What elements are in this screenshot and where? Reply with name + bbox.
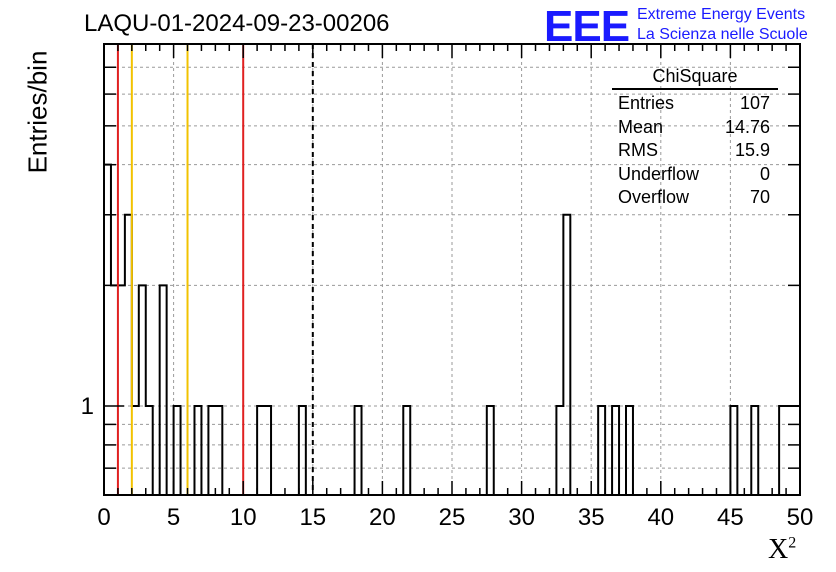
logo-line-1: Extreme Energy Events: [637, 6, 806, 23]
eee-logo-text: Extreme Energy Events La Scienza nelle S…: [637, 5, 808, 45]
stats-value: 70: [749, 187, 770, 207]
y-axis-label: Entries/bin: [22, 50, 53, 174]
x-axis-label: X2: [768, 534, 796, 566]
x-tick-label: 20: [369, 504, 396, 531]
stats-row-rms: RMS 15.9: [612, 139, 778, 163]
stats-label: Mean: [618, 116, 664, 137]
stats-value: 107: [739, 93, 770, 113]
stats-value: 0: [759, 163, 770, 184]
stats-row-underflow: Underflow 0: [612, 163, 778, 187]
x-tick-label: 35: [578, 504, 605, 531]
stats-row-entries: Entries 107: [612, 92, 778, 116]
eee-logo-mark: EEE: [544, 2, 630, 51]
x-tick-label: 10: [230, 504, 257, 531]
x-tick-label: 45: [717, 504, 744, 531]
stats-value: 15.9: [734, 140, 770, 160]
logo-line-2: La Scienza nelle Scuole: [637, 26, 808, 43]
stats-row-overflow: Overflow 70: [612, 186, 778, 210]
x-axis-label-base: X: [768, 534, 789, 565]
y-tick-label: 1: [81, 393, 94, 420]
stats-label: Entries: [618, 93, 675, 113]
stats-label: Underflow: [618, 163, 700, 184]
x-axis-label-sup: 2: [788, 534, 797, 552]
stats-label: Overflow: [618, 187, 690, 207]
x-tick-label: 5: [167, 504, 180, 531]
stats-label: RMS: [618, 140, 658, 160]
x-tick-label: 25: [439, 504, 466, 531]
x-tick-label: 0: [97, 504, 110, 531]
chart-title: LAQU-01-2024-09-23-00206: [84, 10, 390, 37]
stats-title: ChiSquare: [612, 66, 778, 90]
x-tick-label: 30: [508, 504, 535, 531]
x-tick-label: 50: [787, 504, 814, 531]
stats-box: ChiSquare Entries 107 Mean 14.76 RMS 15.9 U…: [612, 66, 778, 210]
x-tick-label: 15: [299, 504, 326, 531]
stats-value: 14.76: [724, 116, 770, 137]
x-tick-label: 40: [647, 504, 674, 531]
stats-row-mean: Mean 14.76: [612, 116, 778, 140]
